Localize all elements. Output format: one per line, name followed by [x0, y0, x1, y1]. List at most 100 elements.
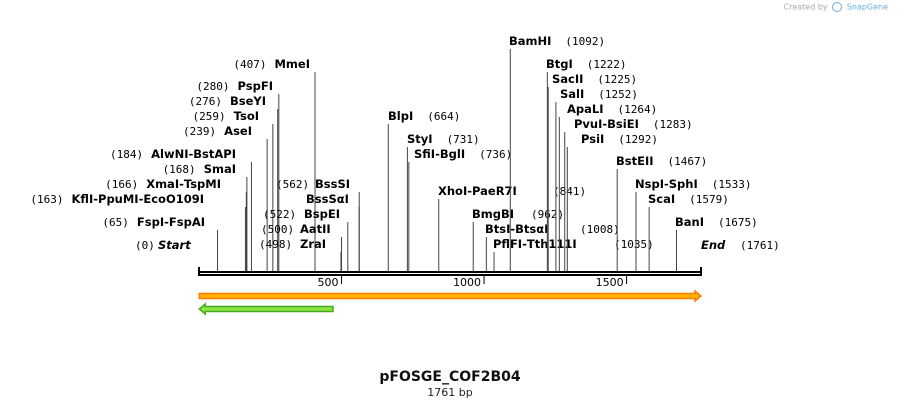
site-position-asei: (239): [183, 125, 216, 138]
site-name-pflfi-1: Tth111I: [527, 237, 577, 251]
site-name-asei-0: AseI: [224, 124, 252, 138]
site-name-separator: -: [510, 222, 515, 236]
site-name-bspei-0: BspEI: [304, 207, 340, 221]
site-name-styi-0: StyI: [407, 132, 433, 146]
site-name-sacii-0: SacII: [552, 72, 583, 86]
site-name-tsoi-0: TsoI: [234, 109, 259, 123]
site-position-bamhi: (1092): [565, 35, 605, 48]
site-position-xmai: (166): [105, 178, 138, 191]
start-label: Start: [158, 238, 191, 252]
site-position-tsoi: (259): [193, 110, 226, 123]
site-name-separator: -: [664, 177, 669, 191]
construct-title: pFOSGE_COF2B04: [379, 369, 521, 385]
end-position-label: (1761): [740, 239, 780, 252]
site-name-bseyi-0: BseYI: [230, 94, 266, 108]
site-name-pvui-1: BsiEI: [607, 117, 639, 131]
site-name-scai-0: ScaI: [648, 192, 675, 206]
snapgene-logo-icon: [832, 2, 843, 12]
site-name-pvui-0: PvuI: [574, 117, 602, 131]
site-name-separator: -: [435, 147, 440, 161]
site-name-smai-0: SmaI: [204, 162, 236, 176]
site-position-fspi: (65): [102, 216, 129, 229]
end-label: End: [701, 238, 726, 252]
site-position-btsi: (1008): [580, 223, 620, 236]
site-name-btsi-0: BtsI: [485, 222, 510, 236]
site-name-nspi-0: NspI: [635, 177, 664, 191]
start-position-label: (0): [135, 239, 155, 252]
site-name-separator: -: [164, 215, 169, 229]
site-name-bsssai-0: BssSαI: [306, 192, 349, 206]
site-name-sfii-1: BglI: [440, 147, 465, 161]
site-name-separator: -: [179, 177, 184, 191]
site-position-btgi: (1222): [587, 58, 627, 71]
site-name-separator: -: [189, 147, 194, 161]
site-position-styi: (731): [447, 133, 480, 146]
site-position-pflfi: (1035): [614, 238, 654, 251]
site-name-alwni-1: BstAPI: [193, 147, 236, 161]
site-position-sacii: (1225): [597, 73, 637, 86]
site-name-alwni-0: AlwNI: [151, 147, 188, 161]
site-name-kfli-2: EcoO109I: [143, 192, 204, 206]
site-name-fspi-1: FspAI: [169, 215, 205, 229]
site-position-mmei: (407): [233, 58, 266, 71]
site-name-xhoi-0: XhoI: [438, 184, 467, 198]
site-position-xhoi: (841): [553, 185, 586, 198]
site-position-pspfi: (280): [196, 80, 229, 93]
site-name-sali-0: SalI: [560, 87, 584, 101]
site-name-separator: -: [602, 117, 607, 131]
site-position-bsteii: (1467): [668, 155, 708, 168]
site-name-nspi-1: SphI: [669, 177, 698, 191]
scale-tick-label: 1500: [596, 276, 624, 289]
credit-prefix: Created by: [783, 2, 828, 12]
site-name-aatii-0: AatII: [300, 222, 331, 236]
scale-tick-label: 1000: [453, 276, 481, 289]
site-position-bani: (1675): [718, 216, 758, 229]
site-position-zrai: (498): [259, 238, 292, 251]
site-position-sfii: (736): [479, 148, 512, 161]
snapgene-credit: Created by SnapGene: [784, 2, 888, 12]
site-position-bspei: (522): [263, 208, 296, 221]
site-name-kfli-1: PpuMI: [98, 192, 139, 206]
site-position-scai: (1579): [689, 193, 729, 206]
credit-brand: SnapGene: [846, 2, 888, 12]
site-name-xmai-1: TspMI: [184, 177, 221, 191]
site-name-xhoi-1: PaeR7I: [472, 184, 517, 198]
site-name-bamhi-0: BamHI: [509, 34, 551, 48]
site-name-sfii-0: SfiI: [414, 147, 435, 161]
scale-tick-label: 500: [318, 276, 339, 289]
site-position-pvui: (1283): [653, 118, 693, 131]
site-position-psii: (1292): [618, 133, 658, 146]
site-position-aatii: (500): [261, 223, 294, 236]
site-name-bmgbi-0: BmgBI: [472, 207, 514, 221]
site-name-bsssi-0: BssSI: [315, 177, 350, 191]
site-name-pflfi-0: PflFI: [493, 237, 522, 251]
site-name-bsteii-0: BstEII: [616, 154, 654, 168]
sequence-map: 500 1000 1500 (0) Start End (1761) FspI - FspAI…: [30, 34, 780, 316]
site-position-nspi: (1533): [712, 178, 752, 191]
site-name-bani-0: BanI: [675, 215, 704, 229]
site-name-pspfi-0: PspFI: [238, 79, 273, 93]
site-position-apali: (1264): [618, 103, 658, 116]
site-name-kfli-0: KflI: [72, 192, 94, 206]
site-name-apali-0: ApaLI: [567, 102, 604, 116]
site-name-mmei-0: MmeI: [274, 57, 310, 71]
feature-forward-arrow[interactable]: [198, 289, 703, 303]
site-position-kfli: (163): [30, 193, 63, 206]
site-position-sali: (1252): [598, 88, 638, 101]
site-name-btsi-1: BtsαI: [515, 222, 548, 236]
site-name-psii-0: PsiI: [581, 132, 604, 146]
site-name-zrai-0: ZraI: [300, 237, 326, 251]
site-name-fspi-0: FspI: [137, 215, 164, 229]
construct-length: 1761 bp: [427, 386, 473, 399]
site-position-smai: (168): [163, 163, 196, 176]
site-position-bseyi: (276): [189, 95, 222, 108]
site-name-separator: -: [467, 184, 472, 198]
site-name-separator: -: [93, 192, 98, 206]
site-name-separator: -: [522, 237, 527, 251]
site-name-btgi-0: BtgI: [546, 57, 573, 71]
site-name-separator: -: [139, 192, 144, 206]
feature-reverse-arrow[interactable]: [198, 302, 334, 316]
site-name-blpi-0: BlpI: [388, 109, 413, 123]
site-position-alwni: (184): [110, 148, 143, 161]
site-name-xmai-0: XmaI: [146, 177, 179, 191]
